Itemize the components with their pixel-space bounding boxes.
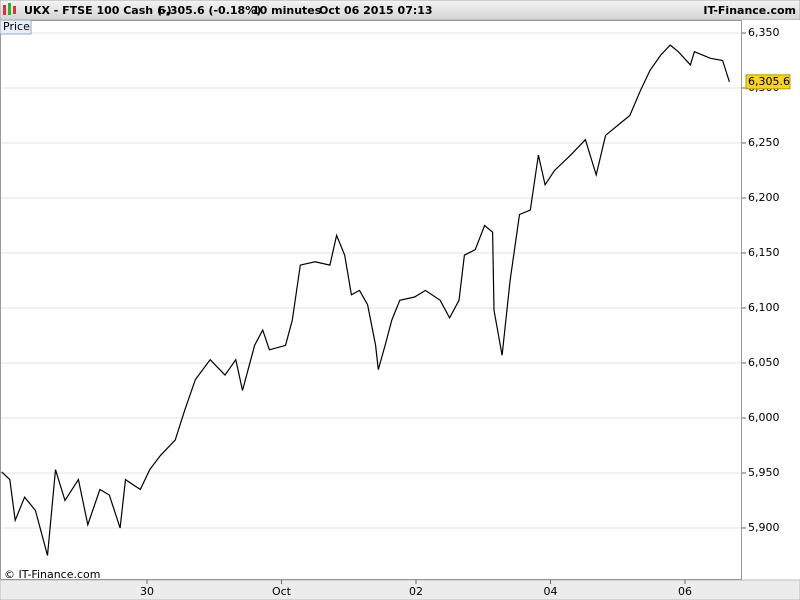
legend-label: Price [3, 20, 30, 33]
y-tick-label: 6,000 [748, 411, 780, 424]
y-tick-label: 6,150 [748, 246, 780, 259]
y-tick-label: 6,200 [748, 191, 780, 204]
price-line [1, 44, 730, 556]
brand: IT-Finance.com [703, 4, 796, 17]
last-price-box [745, 74, 791, 90]
header-icon [3, 3, 16, 15]
x-tick-label: 02 [409, 585, 423, 598]
x-tick-label: 30 [140, 585, 154, 598]
y-tick-label: 5,950 [748, 466, 780, 479]
y-tick-label: 6,250 [748, 136, 780, 149]
chart-title: UKX - FTSE 100 Cash (-) [24, 4, 172, 17]
y-tick-label: 6,350 [748, 26, 780, 39]
interval: 10 minutes [252, 4, 322, 17]
y-axis-panel [742, 20, 800, 580]
y-tick-label: 6,050 [748, 356, 780, 369]
timestamp: Oct 06 2015 07:13 [319, 4, 433, 17]
y-tick-label: 6,100 [748, 301, 780, 314]
x-tick-label: Oct [272, 585, 292, 598]
x-tick-label: 04 [543, 585, 557, 598]
x-tick-label: 06 [678, 585, 692, 598]
credit: © IT-Finance.com [4, 568, 101, 581]
last-price-label: 6,305.6 [748, 75, 790, 88]
plot-border [0, 20, 742, 580]
y-tick-label: 5,900 [748, 521, 780, 534]
chart-subtitle: 6,305.6 (-0.18%) [158, 4, 261, 17]
legend-box [0, 19, 32, 35]
